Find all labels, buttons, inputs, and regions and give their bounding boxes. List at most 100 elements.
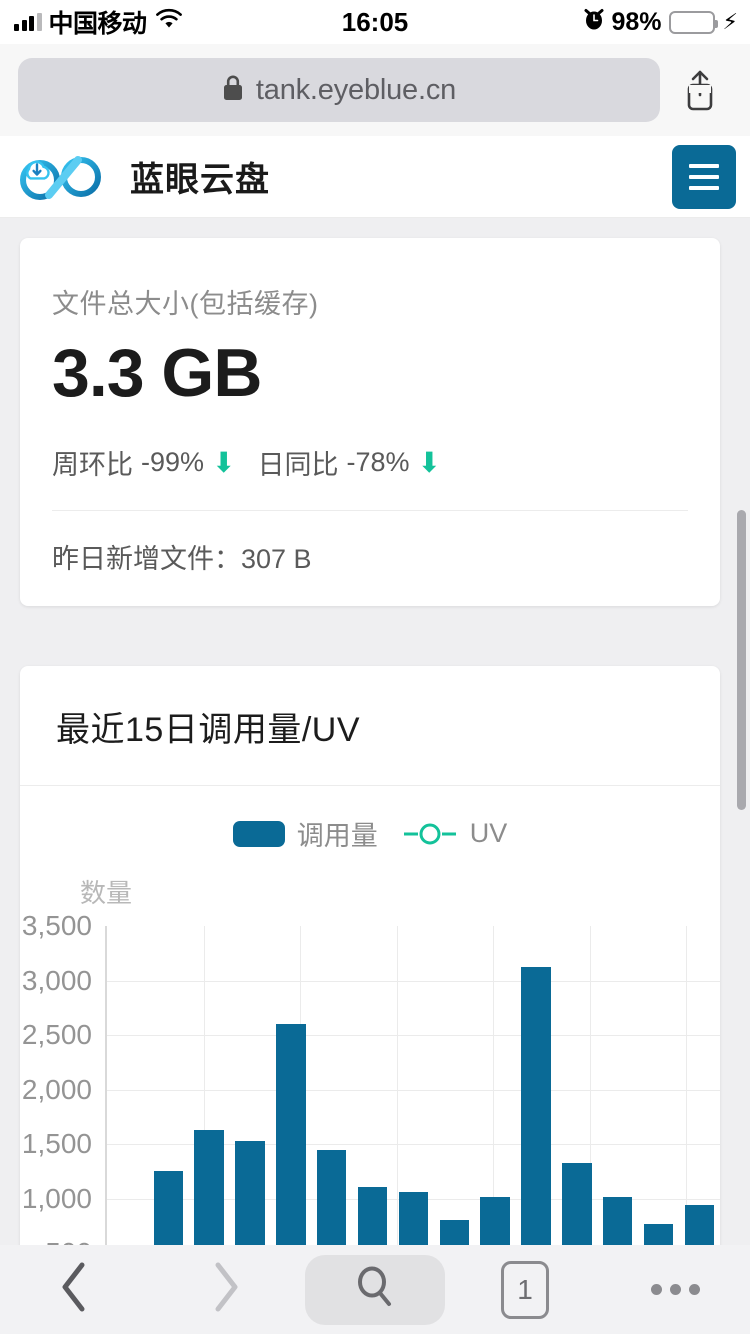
bar-slot <box>556 926 597 1245</box>
share-icon[interactable] <box>668 58 732 122</box>
chart-legend: 调用量 UV <box>20 814 720 853</box>
page-scrollbar[interactable] <box>737 510 746 810</box>
address-bar[interactable]: tank.eyeblue.cn <box>18 58 660 122</box>
chart-bar[interactable] <box>684 1204 715 1245</box>
total-file-size-card: 文件总大小(包括缓存) 3.3 GB 周环比 -99% ⬇ 日同比 -78% ⬇… <box>20 238 720 606</box>
trend-value: -99% <box>141 447 205 477</box>
battery-icon <box>668 10 718 34</box>
stat-label: 文件总大小(包括缓存) <box>52 289 319 319</box>
chevron-right-icon <box>205 1259 245 1320</box>
forward-button[interactable] <box>150 1245 300 1334</box>
chart-bar[interactable] <box>480 1196 510 1245</box>
page-title: 蓝眼云盘 <box>130 161 270 199</box>
chart-bar[interactable] <box>194 1129 224 1245</box>
bar-slot <box>393 926 434 1245</box>
bar-slot <box>638 926 679 1245</box>
y-axis-tick: 3,000 <box>21 964 92 996</box>
gridline-vertical <box>686 926 688 1245</box>
chart-bar[interactable] <box>235 1141 265 1245</box>
trend-day-over-day: 日同比 -78% ⬇ <box>258 443 442 482</box>
lock-icon <box>222 74 244 106</box>
chart-bar[interactable] <box>643 1223 674 1245</box>
y-axis-label: 数量 <box>80 878 133 908</box>
wifi-icon <box>154 8 184 37</box>
back-button[interactable] <box>0 1245 150 1334</box>
gridline-vertical <box>589 926 591 1245</box>
bar-slot <box>270 926 311 1245</box>
y-axis-tick: 1,500 <box>21 1128 92 1160</box>
browser-url-bar: tank.eyeblue.cn <box>0 44 750 136</box>
bar-slot <box>679 926 720 1245</box>
chart-body: 调用量 UV 数量 500 1,000 1,500 2,000 2,500 3,000 3,… <box>20 786 720 1245</box>
gridline-horizontal <box>107 1144 720 1146</box>
legend-item-bar[interactable]: 调用量 <box>232 814 378 853</box>
bar-slot <box>230 926 271 1245</box>
url-text: tank.eyeblue.cn <box>255 73 457 106</box>
chart-bar[interactable] <box>439 1219 469 1245</box>
bar-slot <box>189 926 230 1245</box>
tab-count-label: 1 <box>517 1273 533 1305</box>
y-axis-ticks: 500 1,000 1,500 2,000 2,500 3,000 3,500 <box>20 910 98 1245</box>
legend-bar-swatch <box>232 820 285 847</box>
search-button[interactable] <box>300 1245 450 1334</box>
status-bar-left: 中国移动 <box>14 4 184 40</box>
stat-trends: 周环比 -99% ⬇ 日同比 -78% ⬇ <box>52 443 688 482</box>
bar-slot <box>148 926 189 1245</box>
legend-line-label: UV <box>469 818 508 848</box>
legend-item-line[interactable]: UV <box>402 818 508 849</box>
chart-bar[interactable] <box>562 1162 592 1245</box>
search-icon <box>352 1264 398 1315</box>
browser-bottom-toolbar: 1 <box>0 1245 750 1334</box>
bar-slot <box>516 926 557 1245</box>
app-header: 蓝眼云盘 <box>0 136 750 218</box>
carrier-label: 中国移动 <box>48 10 148 38</box>
bar-slot <box>352 926 393 1245</box>
chevron-left-icon <box>55 1259 95 1320</box>
bar-slot <box>475 926 516 1245</box>
cloud-infinity-logo-icon[interactable] <box>16 151 112 203</box>
y-axis-tick: 1,000 <box>21 1182 92 1214</box>
signal-bars-icon <box>14 13 42 31</box>
ios-status-bar: 中国移动 16:05 98% ⚡ <box>0 0 750 44</box>
more-options-button[interactable] <box>600 1245 750 1334</box>
tabs-icon: 1 <box>501 1260 549 1319</box>
footer-value: 307 B <box>241 544 312 574</box>
chart-bar[interactable] <box>357 1186 388 1245</box>
gridline-horizontal <box>107 1089 720 1091</box>
search-chip[interactable] <box>305 1254 445 1325</box>
battery-percent-label: 98% <box>611 7 662 36</box>
chart-bar[interactable] <box>153 1171 183 1245</box>
hamburger-menu-icon[interactable] <box>672 144 736 209</box>
status-bar-right: 98% ⚡ <box>583 7 738 38</box>
chart-bar[interactable] <box>276 1023 306 1245</box>
bar-series <box>107 926 720 1245</box>
y-axis-tick: 2,500 <box>21 1019 92 1051</box>
footer-label: 昨日新增文件： <box>52 544 241 574</box>
divider <box>52 510 688 511</box>
gridline-vertical <box>203 926 205 1245</box>
stat-value: 3.3 GB <box>52 335 262 411</box>
chart-bar[interactable] <box>317 1149 347 1245</box>
arrow-down-icon: ⬇ <box>212 446 236 478</box>
chart-bar[interactable] <box>398 1192 429 1245</box>
webpage-viewport: 蓝眼云盘 文件总大小(包括缓存) 3.3 GB 周环比 -99% ⬇ 日同比 -… <box>0 136 750 1245</box>
gridline-horizontal <box>107 980 720 982</box>
legend-bar-label: 调用量 <box>296 821 378 851</box>
trend-label: 日同比 <box>257 450 339 480</box>
chart-bar[interactable] <box>521 967 551 1245</box>
gridline-vertical <box>396 926 398 1245</box>
trend-label: 周环比 <box>52 450 133 480</box>
clock-label: 16:05 <box>341 6 409 37</box>
yesterday-new-files: 昨日新增文件：307 B <box>52 537 688 576</box>
usage-uv-chart-card: 最近15日调用量/UV 调用量 UV 数量 500 1,000 1,500 2,000… <box>20 666 720 1245</box>
chart-title: 最近15日调用量/UV <box>20 666 720 786</box>
trend-week-over-week: 周环比 -99% ⬇ <box>52 443 236 482</box>
gridline-horizontal <box>107 1035 720 1037</box>
chart-bar[interactable] <box>603 1196 633 1245</box>
bar-slot <box>311 926 352 1245</box>
chart-plot-area: 500 1,000 1,500 2,000 2,500 3,000 3,500 <box>20 910 720 1245</box>
y-axis-tick: 3,500 <box>21 910 92 941</box>
tabs-button[interactable]: 1 <box>450 1245 600 1334</box>
y-axis-tick: 2,000 <box>21 1073 92 1105</box>
alarm-clock-icon <box>583 7 605 38</box>
